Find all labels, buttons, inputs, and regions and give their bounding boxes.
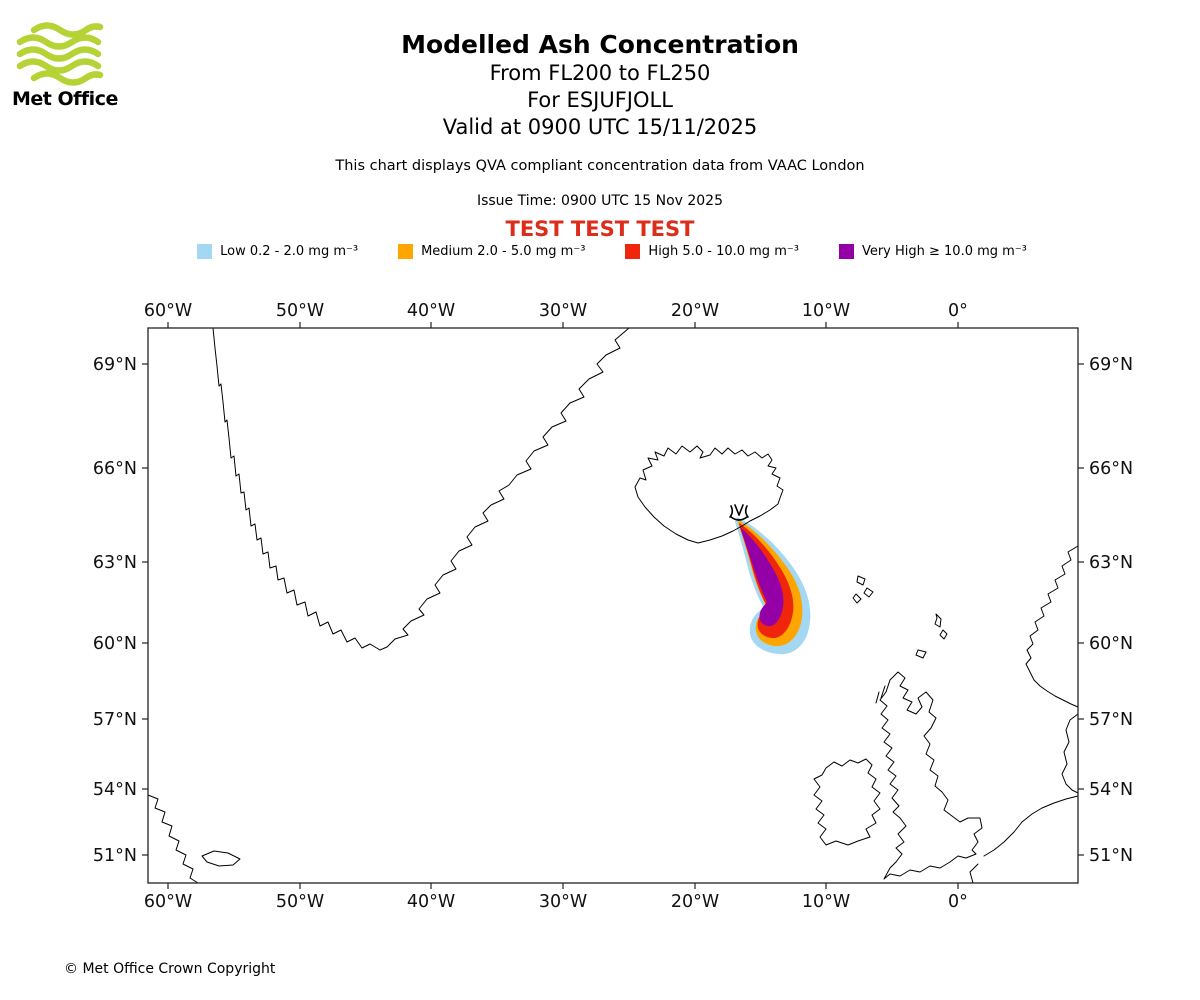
legend-swatch-high (625, 244, 641, 259)
latitude-label-left: 51°N (93, 846, 137, 866)
longitude-label-top: 20°W (671, 301, 719, 321)
plume-very-high-contour (741, 528, 784, 627)
orkney-islands (915, 649, 927, 659)
page-title: Modelled Ash Concentration (401, 30, 799, 59)
coastline-continental-europe (983, 795, 1079, 857)
legend-label: Low 0.2 - 2.0 mg m⁻³ (220, 244, 359, 259)
coastline-ireland (813, 758, 881, 846)
latitude-label-right: 51°N (1089, 846, 1133, 866)
coastline-jutland (1061, 713, 1079, 794)
longitude-label-bottom: 40°W (407, 892, 455, 912)
legend-swatch-medium (398, 244, 414, 259)
header: Modelled Ash Concentration From FL200 to… (0, 0, 1200, 241)
latitude-label-left: 57°N (93, 710, 137, 730)
longitude-label-bottom: 20°W (671, 892, 719, 912)
longitude-label-bottom: 60°W (144, 892, 192, 912)
axis-ticks (142, 322, 1084, 889)
legend-swatch-very_high (838, 244, 854, 259)
subtitle-flight-levels: From FL200 to FL250 (489, 61, 711, 85)
legend-item-very_high: Very High ≥ 10.0 mg m⁻³ (838, 244, 1027, 259)
met-office-logo: Met Office (12, 20, 130, 110)
legend-swatch-low (197, 244, 213, 259)
longitude-label-bottom: 10°W (802, 892, 850, 912)
copyright-notice: © Met Office Crown Copyright (64, 961, 276, 977)
legend-label: Medium 2.0 - 5.0 mg m⁻³ (421, 244, 586, 259)
volcano-eruption-icon (729, 504, 749, 521)
longitude-label-bottom: 50°W (276, 892, 324, 912)
shetland-islands (934, 613, 948, 640)
latitude-label-left: 66°N (93, 459, 137, 479)
axis-labels: 60°W 60°W 50°W 50°W 40°W 40°W 30°W 30°W 20°W 20°W… (93, 301, 1133, 912)
latitude-label-left: 69°N (93, 355, 137, 375)
legend: Low 0.2 - 2.0 mg m⁻³ Medium 2.0 - 5.0 mg … (12, 244, 1200, 259)
test-banner: TEST TEST TEST (505, 217, 695, 241)
subtitle-valid-time: Valid at 0900 UTC 15/11/2025 (442, 115, 758, 139)
legend-item-low: Low 0.2 - 2.0 mg m⁻³ (197, 244, 358, 259)
met-office-waves-icon (16, 22, 104, 86)
longitude-label-top: 10°W (802, 301, 850, 321)
latitude-label-left: 63°N (93, 553, 137, 573)
latitude-label-right: 63°N (1089, 553, 1133, 573)
latitude-label-right: 60°N (1089, 634, 1133, 654)
coastline-greenland (212, 327, 630, 651)
longitude-label-top: 50°W (276, 301, 324, 321)
coastlines (147, 327, 1079, 884)
coastline-norway (1025, 545, 1079, 708)
legend-item-high: High 5.0 - 10.0 mg m⁻³ (625, 244, 799, 259)
qva-note: This chart displays QVA compliant concen… (335, 158, 865, 174)
island-off-labrador (201, 850, 241, 867)
legend-item-medium: Medium 2.0 - 5.0 mg m⁻³ (398, 244, 585, 259)
latitude-label-left: 60°N (93, 634, 137, 654)
longitude-label-bottom: 30°W (539, 892, 587, 912)
longitude-label-top: 0° (948, 301, 968, 321)
met-office-wordmark: Met Office (12, 88, 118, 110)
longitude-label-bottom: 0° (948, 892, 968, 912)
longitude-label-top: 30°W (539, 301, 587, 321)
coastline-great-britain (879, 671, 983, 880)
ash-plume (735, 517, 811, 655)
legend-label: Very High ≥ 10.0 mg m⁻³ (861, 244, 1027, 259)
latitude-label-right: 54°N (1089, 780, 1133, 800)
map-border (147, 327, 1079, 884)
latitude-label-left: 54°N (93, 780, 137, 800)
coastline-france (969, 863, 979, 884)
subtitle-volcano: For ESJUFJOLL (527, 88, 673, 112)
longitude-label-top: 60°W (144, 301, 192, 321)
latitude-label-right: 69°N (1089, 355, 1133, 375)
longitude-label-top: 40°W (407, 301, 455, 321)
coastline-labrador (147, 794, 199, 884)
faroe-islands (852, 575, 874, 604)
latitude-label-right: 66°N (1089, 459, 1133, 479)
legend-label: High 5.0 - 10.0 mg m⁻³ (648, 244, 799, 259)
hebrides-islands (875, 685, 886, 704)
issue-time: Issue Time: 0900 UTC 15 Nov 2025 (476, 193, 724, 209)
coastline-iceland (634, 445, 784, 544)
latitude-label-right: 57°N (1089, 710, 1133, 730)
